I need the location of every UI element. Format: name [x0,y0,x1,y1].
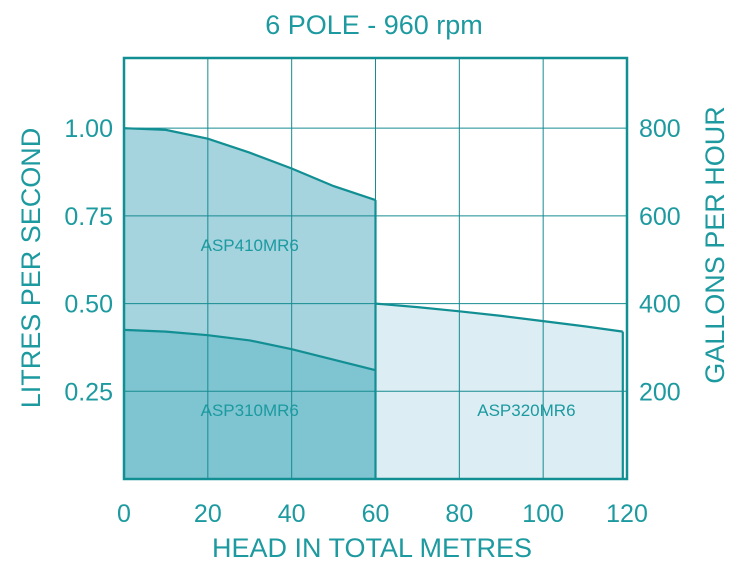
series-label-asp320mr6: ASP320MR6 [477,401,575,420]
y-tick-label-1.00: 1.00 [64,115,113,143]
tick-labels: 0 20 40 60 80 100 120 0.25 0.50 0.75 1.00 200 400 600… [64,115,680,528]
y2-tick-label-800: 800 [639,115,681,143]
y-axis-label: LITRES PER SECOND [16,128,46,409]
series-label-asp310mr6: ASP310MR6 [201,401,299,420]
y-tick-label-0.75: 0.75 [64,203,113,231]
x-tick-label-120: 120 [606,500,648,528]
y2-tick-label-600: 600 [639,203,681,231]
x-tick-label-20: 20 [194,500,222,528]
x-tick-label-0: 0 [117,500,131,528]
series-label-asp410mr6: ASP410MR6 [201,236,299,255]
curve-asp410mr6 [123,127,376,202]
y2-axis-label: GALLONS PER HOUR [700,106,730,384]
x-axis-label: HEAD IN TOTAL METRES [212,533,532,563]
x-tick-label-60: 60 [362,500,390,528]
plot-frame [122,56,629,481]
chart-title: 6 POLE - 960 rpm [265,10,483,40]
curve-asp310mr6 [123,328,376,372]
x-tick-label-40: 40 [278,500,306,528]
y-tick-label-0.50: 0.50 [64,291,113,319]
y-tick-label-0.25: 0.25 [64,378,113,406]
y2-tick-label-400: 400 [639,291,681,319]
plot-area: ASP410MR6 ASP310MR6 ASP320MR6 [122,56,629,481]
area-asp310mr6 [124,329,376,479]
x-tick-label-80: 80 [445,500,473,528]
y2-tick-label-200: 200 [639,378,681,406]
x-tick-label-100: 100 [522,500,564,528]
curve-asp320mr6 [375,302,623,333]
